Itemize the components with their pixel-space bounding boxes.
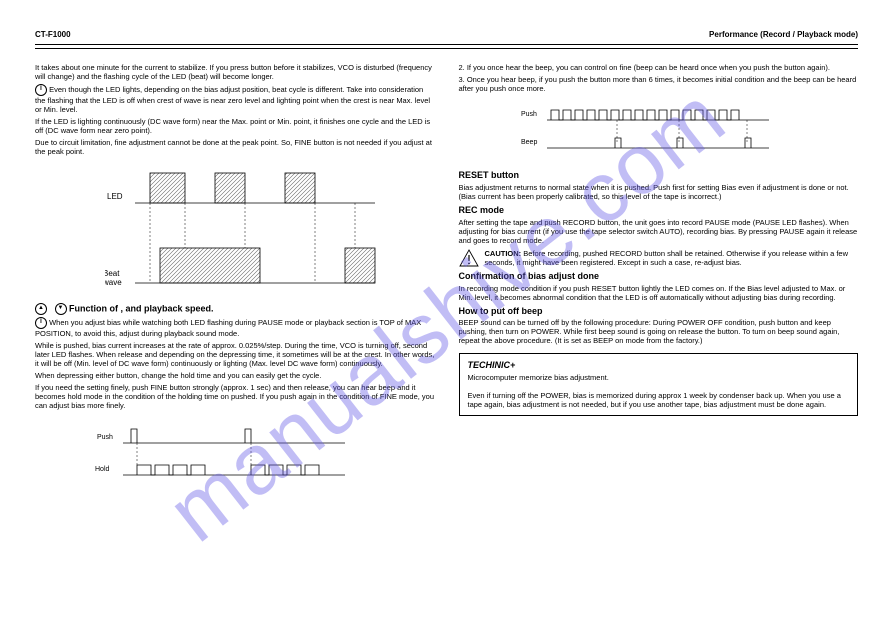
reset-title: RESET button [459,170,859,181]
p1: Even though the LED lights, depending on… [35,85,430,114]
svg-text:Push: Push [521,111,537,118]
desc4: If you need the setting finely, push FIN… [35,383,435,410]
p3: Due to circuit limitation, fine adjustme… [35,138,435,156]
caution-p: Before recording, pushed RECORD button s… [485,249,849,267]
desc2: While is pushed, bias current increases … [35,341,435,368]
header-rule [35,44,858,49]
svg-text:LED: LED [107,192,123,201]
svg-text:Beep: Beep [521,139,537,146]
done-title: Confirmation of bias adjust done [459,271,859,282]
reset-p: Bias adjustment returns to normal state … [459,183,859,201]
down-icon: ▼ [55,303,67,315]
intro-text: It takes about one minute for the curren… [35,63,435,81]
rec-p: After setting the tape and push RECORD b… [459,218,859,245]
r-p2: 3. Once you hear beep, if you push the b… [459,75,859,93]
svg-text:Beat: Beat [105,269,120,278]
tech-title: TECHINIC+ [468,360,850,371]
svg-text:Hold: Hold [95,466,110,473]
svg-text:wave: wave [105,278,122,287]
led-beat-diagram: LED Beat wave [105,163,385,293]
timer-icon-2: I [35,317,47,329]
p2: If the LED is lighting continuously (DC … [35,117,435,135]
desc1: When you adjust bias while watching both… [35,318,421,338]
caution-icon [459,249,479,267]
desc3: When depressing either button, change th… [35,371,435,380]
timer-icon: I [35,84,47,96]
r-p1: 2. If you once hear the beep, you can co… [459,63,859,72]
rec-title: REC mode [459,205,859,216]
svg-text:Push: Push [97,434,113,441]
push-release-diagram: Push Hold [95,417,355,497]
header-left: CT-F1000 [35,30,71,40]
done-p: In recording mode condition if you push … [459,284,859,302]
caution-label: CAUTION: [485,249,522,258]
tech-p: Microcomputer memorize bias adjustment. … [468,373,850,409]
header-right: Performance (Record / Playback mode) [709,30,858,40]
up-icon: ▲ [35,303,47,315]
updown-title: Function of , and playback speed. [69,304,214,314]
techinic-box: TECHINIC+ Microcomputer memorize bias ad… [459,353,859,416]
off-beep-p: BEEP sound can be turned off by the foll… [459,318,859,345]
beep-timing-diagram: Push Beep [519,100,779,160]
off-beep-title: How to put off beep [459,306,859,317]
